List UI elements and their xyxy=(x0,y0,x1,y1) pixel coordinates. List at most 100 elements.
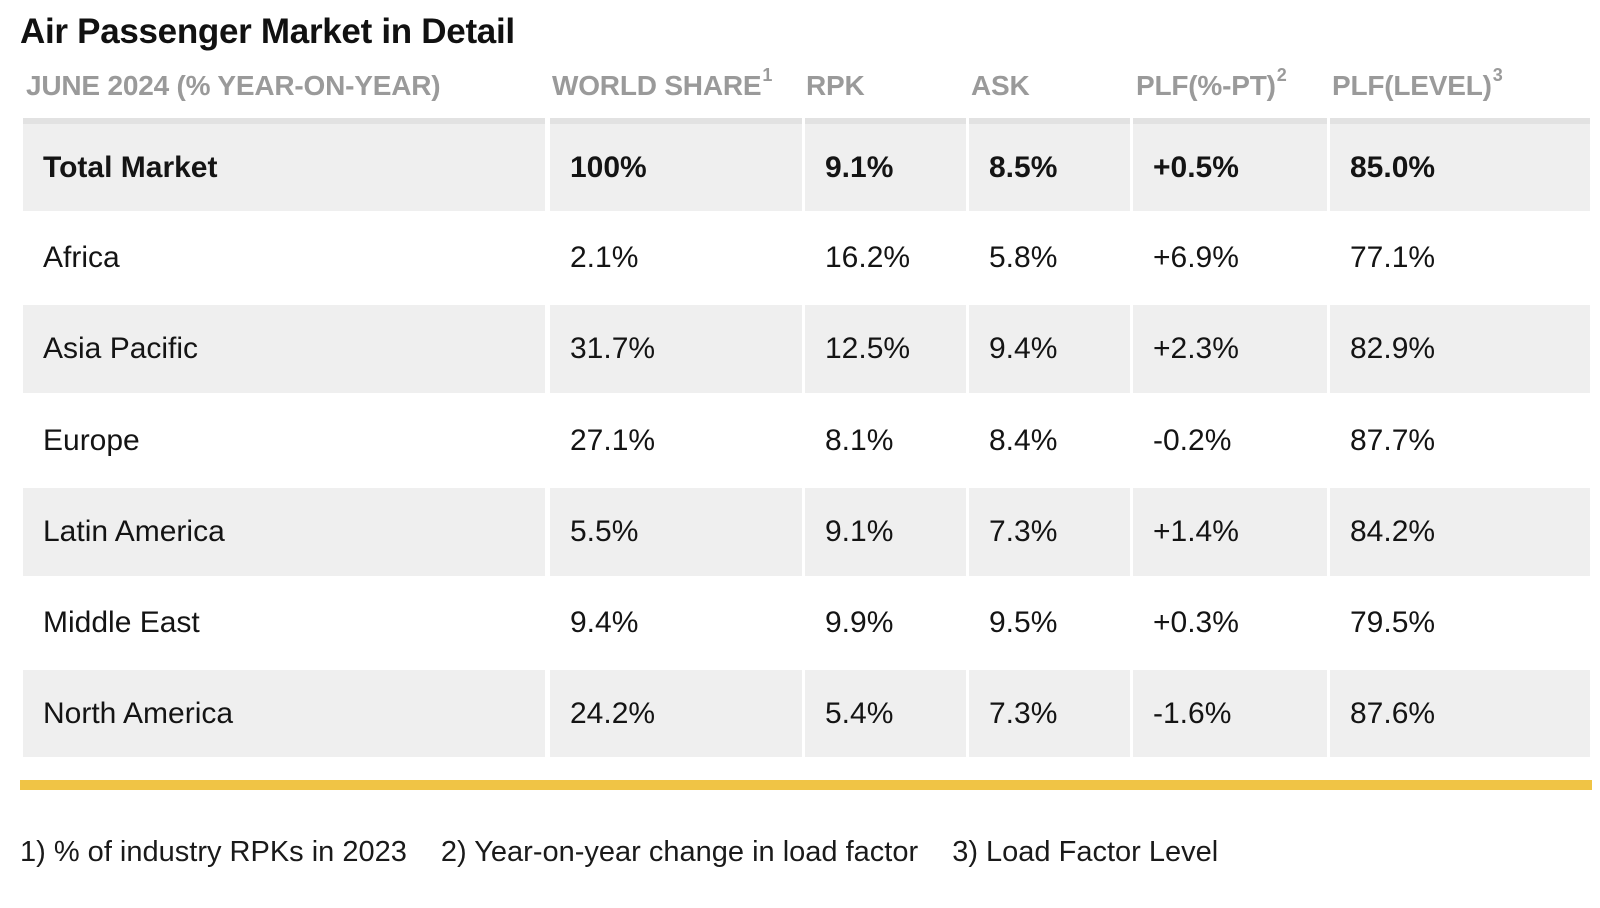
cell-rpk: 9.1% xyxy=(805,124,966,211)
cell-value: 12.5% xyxy=(825,332,911,365)
table-top-rule-segment xyxy=(1330,118,1590,124)
cell-plf-pt: -1.6% xyxy=(1133,670,1327,757)
cell-value: 24.2% xyxy=(570,696,656,730)
cell-rpk: 12.5% xyxy=(805,305,966,393)
cell-value: 7.3% xyxy=(989,515,1058,548)
cell-value: 82.9% xyxy=(1350,332,1436,365)
cell-world-share: 2.1% xyxy=(550,211,802,305)
cell-plf-level: 79.5% xyxy=(1330,576,1590,670)
footnote-marker-2: 2 xyxy=(1276,65,1287,85)
cell-world-share: 27.1% xyxy=(550,393,802,488)
cell-value: +1.4% xyxy=(1153,515,1239,548)
footnote-1: 1) % of industry RPKs in 2023 xyxy=(20,836,407,868)
cell-value: -1.6% xyxy=(1153,696,1232,730)
cell-ask: 5.8% xyxy=(969,211,1130,305)
cell-rpk: 16.2% xyxy=(805,211,966,305)
cell-value: 84.2% xyxy=(1350,515,1436,548)
cell-world-share: 9.4% xyxy=(550,576,802,670)
table-row: Middle East 9.4% 9.9% 9.5% +0.3% 79.5% xyxy=(23,576,1590,670)
cell-value: 8.1% xyxy=(825,423,894,457)
cell-value: 9.1% xyxy=(825,150,894,184)
cell-rpk: 8.1% xyxy=(805,393,966,488)
cell-plf-pt: -0.2% xyxy=(1133,393,1327,488)
footnotes: 1) % of industry RPKs in 2023 2) Year-on… xyxy=(20,836,1244,876)
cell-ask: 9.5% xyxy=(969,576,1130,670)
cell-value: Asia Pacific xyxy=(43,332,199,365)
footnote-2: 2) Year-on-year change in load factor xyxy=(440,836,919,868)
cell-value: 5.4% xyxy=(825,696,894,730)
header-world-share: WORLD SHARE1 xyxy=(552,65,773,101)
table-top-rule-segment xyxy=(969,118,1130,124)
footnote-3: 3) Load Factor Level xyxy=(952,836,1219,868)
table-row: Latin America 5.5% 9.1% 7.3% +1.4% 84.2% xyxy=(23,488,1590,576)
cell-plf-pt: +0.5% xyxy=(1133,124,1327,211)
cell-value: 77.1% xyxy=(1350,241,1436,274)
cell-value: 2.1% xyxy=(570,241,639,274)
cell-world-share: 100% xyxy=(550,124,802,211)
cell-plf-pt: +1.4% xyxy=(1133,488,1327,576)
table-top-rule-segment xyxy=(23,118,545,124)
footnote-marker-1: 1 xyxy=(762,65,773,85)
cell-value: 7.3% xyxy=(989,696,1058,730)
cell-region: Europe xyxy=(23,393,545,488)
cell-rpk: 9.1% xyxy=(805,488,966,576)
cell-region: Africa xyxy=(23,211,545,305)
cell-region: Asia Pacific xyxy=(23,305,545,393)
cell-world-share: 24.2% xyxy=(550,670,802,757)
cell-region: North America xyxy=(23,670,545,757)
header-plf-level: PLF(LEVEL)3 xyxy=(1332,65,1503,101)
cell-plf-level: 87.7% xyxy=(1330,393,1590,488)
cell-world-share: 5.5% xyxy=(550,488,802,576)
cell-value: Total Market xyxy=(43,150,218,184)
cell-rpk: 9.9% xyxy=(805,576,966,670)
header-rpk: RPK xyxy=(806,70,865,101)
cell-ask: 7.3% xyxy=(969,670,1130,757)
cell-rpk: 5.4% xyxy=(805,670,966,757)
table-top-rule xyxy=(23,118,1590,124)
cell-plf-level: 82.9% xyxy=(1330,305,1590,393)
cell-value: Middle East xyxy=(43,606,200,639)
cell-value: 16.2% xyxy=(825,241,911,274)
cell-value: 9.9% xyxy=(825,606,894,639)
cell-value: North America xyxy=(43,696,234,730)
footnote-marker-3: 3 xyxy=(1492,65,1503,85)
cell-value: +0.5% xyxy=(1153,150,1239,184)
cell-ask: 7.3% xyxy=(969,488,1130,576)
cell-ask: 8.5% xyxy=(969,124,1130,211)
header-plf-pt: PLF(%-PT)2 xyxy=(1136,65,1287,101)
cell-region: Latin America xyxy=(23,488,545,576)
table-row: North America 24.2% 5.4% 7.3% -1.6% 87.6% xyxy=(23,670,1590,757)
cell-value: 9.1% xyxy=(825,515,894,548)
table-top-rule-segment xyxy=(550,118,802,124)
cell-value: +0.3% xyxy=(1153,606,1239,639)
cell-value: 8.5% xyxy=(989,150,1058,184)
cell-value: 9.4% xyxy=(989,332,1058,365)
cell-value: 9.4% xyxy=(570,606,639,639)
cell-value: 87.6% xyxy=(1350,696,1436,730)
cell-ask: 8.4% xyxy=(969,393,1130,488)
table-row-total: Total Market 100% 9.1% 8.5% +0.5% 85.0% xyxy=(23,124,1590,211)
cell-region: Middle East xyxy=(23,576,545,670)
cell-value: Latin America xyxy=(43,515,225,548)
table-row: Africa 2.1% 16.2% 5.8% +6.9% 77.1% xyxy=(23,211,1590,305)
cell-plf-level: 84.2% xyxy=(1330,488,1590,576)
table-top-rule-segment xyxy=(805,118,966,124)
cell-value: -0.2% xyxy=(1153,423,1232,457)
cell-value: 31.7% xyxy=(570,332,656,365)
cell-plf-pt: +6.9% xyxy=(1133,211,1327,305)
cell-value: +2.3% xyxy=(1153,332,1239,365)
cell-value: 8.4% xyxy=(989,423,1058,457)
page-title: Air Passenger Market in Detail xyxy=(20,12,515,51)
cell-value: 5.5% xyxy=(570,515,639,548)
cell-ask: 9.4% xyxy=(969,305,1130,393)
cell-value: 79.5% xyxy=(1350,606,1436,639)
table-top-rule-segment xyxy=(1133,118,1327,124)
cell-value: 9.5% xyxy=(989,606,1058,639)
cell-value: 87.7% xyxy=(1350,423,1436,457)
table-header: JUNE 2024 (% YEAR-ON-YEAR) WORLD SHARE1 … xyxy=(0,62,1600,110)
cell-value: 5.8% xyxy=(989,241,1058,274)
cell-plf-level: 77.1% xyxy=(1330,211,1590,305)
cell-value: 100% xyxy=(570,150,647,184)
cell-plf-level: 87.6% xyxy=(1330,670,1590,757)
cell-plf-level: 85.0% xyxy=(1330,124,1590,211)
